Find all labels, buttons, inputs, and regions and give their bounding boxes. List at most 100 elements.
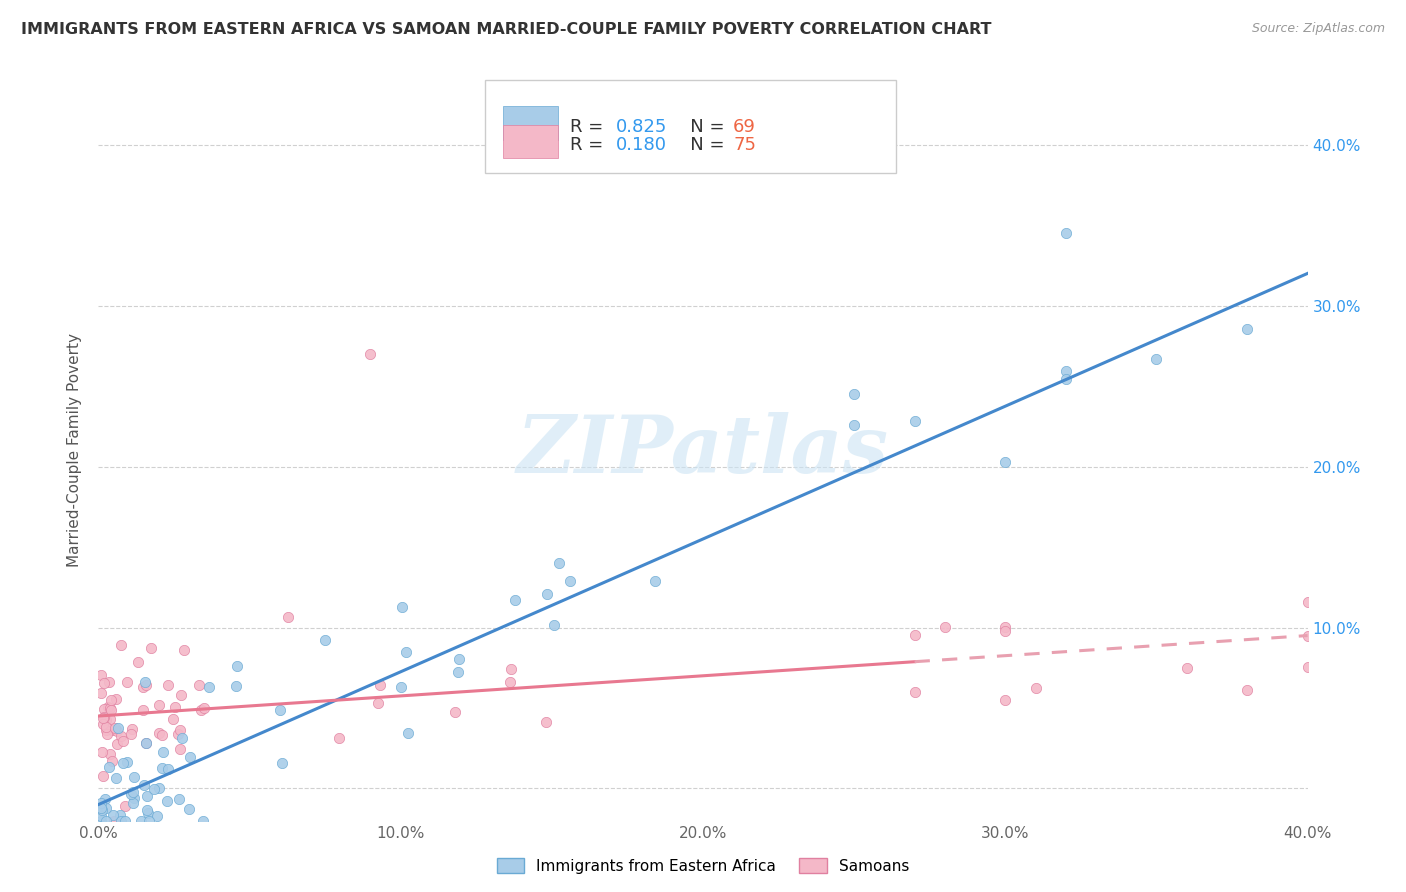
Point (368, 678, 391, 692)
Point (536, 587, 558, 601)
Point (114, 814, 136, 828)
Text: N =: N = (673, 118, 730, 136)
Point (112, 734, 135, 748)
Point (98, 700, 121, 714)
Point (110, 730, 132, 744)
Point (127, 656, 149, 670)
Point (1296, 629, 1319, 643)
Y-axis label: Married-Couple Family Poverty: Married-Couple Family Poverty (67, 334, 83, 567)
Point (547, 556, 569, 570)
Point (314, 633, 336, 648)
Point (162, 712, 184, 726)
Point (94, 720, 117, 734)
Point (190, 703, 212, 717)
Point (103, 814, 125, 828)
Text: R =: R = (569, 118, 609, 136)
Point (1054, 371, 1077, 385)
Point (143, 781, 166, 796)
Point (105, 692, 128, 706)
Point (135, 736, 157, 750)
Point (447, 652, 470, 666)
Point (1296, 660, 1319, 674)
Point (115, 755, 138, 769)
Point (503, 592, 526, 607)
Point (103, 808, 125, 822)
Point (93, 769, 115, 783)
Point (136, 805, 159, 820)
Point (98, 760, 121, 774)
Point (395, 645, 418, 659)
Point (100, 692, 122, 706)
Point (93, 702, 115, 716)
Point (389, 680, 412, 694)
Point (148, 780, 170, 795)
Point (150, 761, 173, 775)
Point (148, 726, 170, 740)
Point (91, 716, 114, 731)
Point (114, 798, 136, 813)
Point (543, 618, 565, 632)
Point (134, 675, 156, 690)
Point (444, 706, 467, 720)
Point (121, 722, 143, 736)
Point (188, 678, 211, 692)
Point (93, 676, 115, 690)
Point (94, 723, 117, 738)
Point (269, 703, 291, 717)
Point (1024, 681, 1046, 695)
Text: 0.180: 0.180 (616, 136, 666, 153)
Point (132, 681, 155, 695)
Point (90, 814, 112, 828)
Point (994, 620, 1017, 634)
Point (169, 742, 191, 756)
Point (94, 792, 117, 806)
Point (104, 771, 127, 785)
Text: R =: R = (569, 136, 609, 153)
Point (328, 731, 350, 745)
Text: Source: ZipAtlas.com: Source: ZipAtlas.com (1251, 22, 1385, 36)
Point (90, 801, 112, 815)
Point (122, 785, 145, 799)
Point (131, 814, 153, 828)
Point (157, 677, 180, 691)
Point (146, 809, 169, 823)
Point (90, 808, 112, 822)
Point (96, 814, 118, 828)
Point (391, 599, 413, 614)
Point (170, 688, 193, 702)
Point (135, 736, 157, 750)
Point (135, 678, 157, 692)
Point (644, 574, 666, 589)
Legend: Immigrants from Eastern Africa, Samoans: Immigrants from Eastern Africa, Samoans (491, 852, 915, 880)
Point (904, 685, 927, 699)
Point (115, 674, 138, 689)
Point (104, 721, 127, 735)
Point (107, 721, 129, 735)
Point (994, 693, 1017, 707)
Point (170, 731, 193, 746)
Point (148, 698, 170, 712)
Point (447, 665, 470, 680)
Point (193, 814, 215, 828)
Point (136, 803, 159, 817)
Point (105, 737, 128, 751)
Point (225, 679, 247, 693)
Text: N =: N = (673, 136, 730, 153)
Point (98, 674, 121, 689)
Point (1175, 660, 1198, 674)
Point (179, 802, 201, 816)
Point (165, 700, 187, 714)
Point (111, 756, 134, 771)
Point (110, 639, 132, 653)
Point (167, 727, 190, 741)
Point (152, 745, 174, 759)
Point (844, 417, 866, 432)
Point (97, 700, 120, 714)
Point (193, 701, 215, 715)
Point (100, 703, 122, 717)
Point (1144, 352, 1167, 367)
Point (105, 723, 128, 738)
Point (179, 750, 201, 764)
Point (93, 710, 115, 724)
Point (120, 787, 142, 801)
